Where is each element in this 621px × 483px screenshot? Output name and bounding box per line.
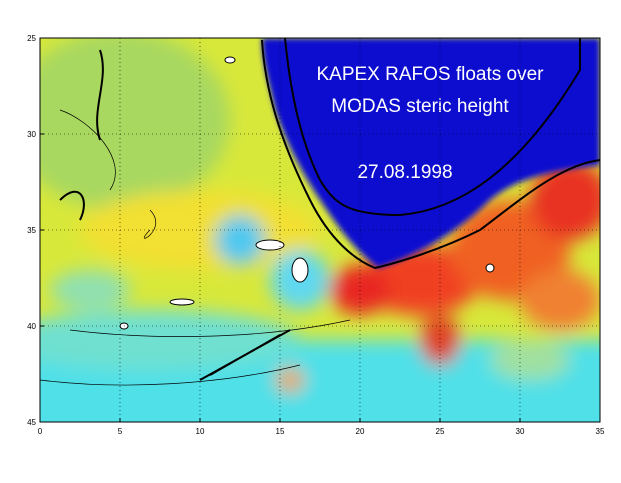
y-tick-label: 35 [27,226,36,235]
x-tick-label: 35 [596,427,605,436]
title-line: MODAS steric height [331,96,509,117]
x-tick-label: 25 [436,427,445,436]
y-tick-label: 25 [27,34,36,43]
x-tick-label: 20 [356,427,365,436]
date: 27.08.1998 [357,162,452,183]
x-tick-label: 0 [38,427,43,436]
coastline [59,38,600,381]
title-line: KAPEX RAFOS floats over [316,64,544,85]
y-tick-label: 40 [27,322,36,331]
heatmap [40,38,600,422]
x-tick-label: 30 [516,427,525,436]
y-tick-label: 30 [27,130,36,139]
x-tick-label: 10 [196,427,205,436]
y-tick-label: 45 [27,418,36,427]
x-tick-label: 5 [118,427,123,436]
x-tick-label: 15 [276,427,285,436]
